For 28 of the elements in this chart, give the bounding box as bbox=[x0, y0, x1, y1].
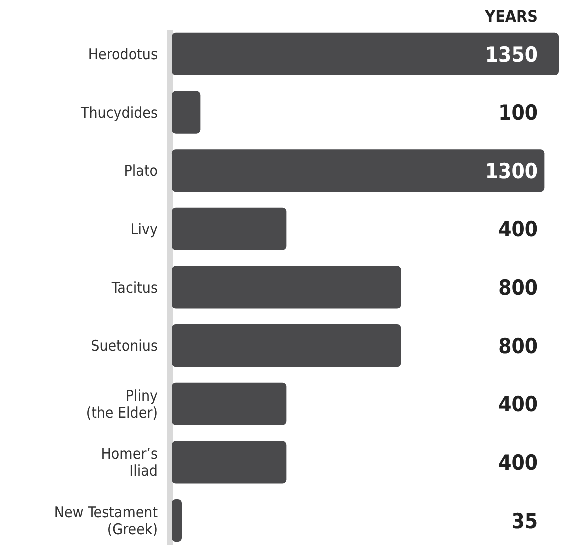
data-label: 35 bbox=[512, 509, 538, 534]
data-label: 400 bbox=[498, 218, 538, 242]
bar bbox=[172, 208, 287, 250]
y-tick-label: Thucydides bbox=[80, 104, 158, 122]
bar bbox=[172, 150, 545, 192]
y-tick-label: Suetonius bbox=[91, 337, 158, 356]
y-tick-label: Tacitus bbox=[110, 278, 158, 297]
bar bbox=[172, 382, 287, 426]
bar bbox=[172, 266, 402, 309]
bar bbox=[172, 500, 182, 542]
x-axis-title: YEARS bbox=[484, 7, 538, 26]
y-tick-label: Herodotus bbox=[88, 45, 158, 64]
data-label: 400 bbox=[498, 392, 538, 417]
data-label: 1300 bbox=[485, 159, 538, 184]
y-tick-label: Plato bbox=[124, 162, 158, 180]
data-label: 800 bbox=[498, 276, 538, 300]
y-tick-label: Homer’s Iliad bbox=[101, 445, 158, 480]
y-tick-label: Livy bbox=[130, 220, 158, 238]
data-label: 1350 bbox=[485, 42, 538, 67]
bar bbox=[172, 324, 402, 368]
y-tick-label: New Testament (Greek) bbox=[54, 504, 158, 539]
bar bbox=[172, 91, 201, 134]
data-label: 800 bbox=[498, 334, 538, 358]
y-tick-label: Pliny (the Elder) bbox=[86, 386, 158, 422]
bar bbox=[172, 32, 559, 76]
data-label: 400 bbox=[498, 451, 538, 476]
bar bbox=[172, 441, 287, 484]
data-label: 100 bbox=[498, 101, 538, 126]
